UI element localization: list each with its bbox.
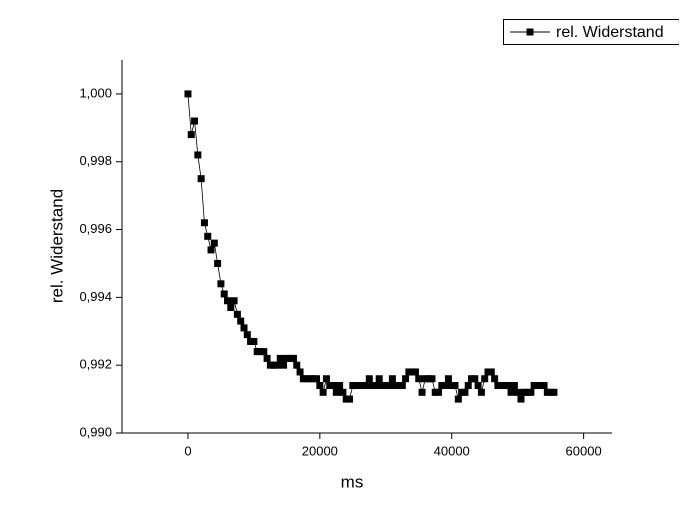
marker (217, 280, 225, 288)
marker (418, 388, 426, 396)
marker (415, 375, 423, 383)
marker (471, 375, 479, 383)
marker (263, 354, 271, 362)
marker (200, 219, 208, 227)
series-line (187, 93, 554, 401)
x-tick-label: 40000 (434, 443, 470, 458)
y-tick-label: 1,000 (79, 85, 112, 100)
marker (319, 388, 327, 396)
y-tick-label: 0,990 (79, 424, 112, 439)
marker (540, 382, 548, 390)
marker (204, 232, 212, 240)
marker (184, 90, 192, 98)
marker (477, 388, 485, 396)
x-tick-label: 0 (184, 443, 191, 458)
y-tick-label: 0,992 (79, 357, 112, 372)
marker (487, 368, 495, 376)
y-tick-label: 0,994 (79, 289, 112, 304)
marker (398, 382, 406, 390)
x-tick-label: 20000 (302, 443, 338, 458)
marker (289, 354, 297, 362)
marker (260, 348, 268, 356)
marker (481, 375, 489, 383)
marker (527, 388, 535, 396)
marker (504, 382, 512, 390)
marker (550, 388, 558, 396)
marker (296, 368, 304, 376)
marker (329, 382, 337, 390)
marker (316, 382, 324, 390)
marker (402, 375, 410, 383)
marker (210, 239, 218, 247)
y-tick-label: 0,998 (79, 153, 112, 168)
legend-marker (526, 28, 534, 36)
marker (293, 361, 301, 369)
marker (273, 361, 281, 369)
marker (435, 388, 443, 396)
legend: rel. Widerstand (503, 19, 679, 45)
marker (214, 259, 222, 267)
marker (250, 337, 258, 345)
marker (385, 382, 393, 390)
marker (237, 317, 245, 325)
marker (227, 304, 235, 312)
marker (372, 382, 380, 390)
marker (411, 368, 419, 376)
marker (441, 382, 449, 390)
marker (428, 375, 436, 383)
marker (451, 382, 459, 390)
marker (346, 395, 354, 403)
marker (474, 382, 482, 390)
marker (191, 117, 199, 125)
marker (230, 297, 238, 305)
marker (454, 395, 462, 403)
y-axis-label: rel. Widerstand (47, 189, 66, 303)
marker (194, 151, 202, 159)
marker (517, 395, 525, 403)
marker (336, 382, 344, 390)
marker (464, 382, 472, 390)
legend-label: rel. Widerstand (556, 24, 664, 41)
marker (444, 375, 452, 383)
marker (187, 131, 195, 139)
marker (224, 297, 232, 305)
marker (322, 375, 330, 383)
marker (220, 290, 228, 298)
marker (207, 246, 215, 254)
marker (233, 310, 241, 318)
marker (362, 382, 370, 390)
marker (332, 388, 340, 396)
y-tick-label: 0,996 (79, 221, 112, 236)
marker (461, 388, 469, 396)
marker (365, 375, 373, 383)
marker (240, 324, 248, 332)
marker (514, 388, 522, 396)
x-tick-label: 60000 (566, 443, 602, 458)
marker (491, 375, 499, 383)
marker (313, 375, 321, 383)
marker (375, 375, 383, 383)
marker (339, 388, 347, 396)
marker (243, 331, 251, 339)
x-axis-label: ms (341, 472, 364, 491)
marker (197, 175, 205, 183)
marker (510, 382, 518, 390)
marker (276, 354, 284, 362)
marker (388, 375, 396, 383)
marker (507, 388, 515, 396)
marker (280, 361, 288, 369)
